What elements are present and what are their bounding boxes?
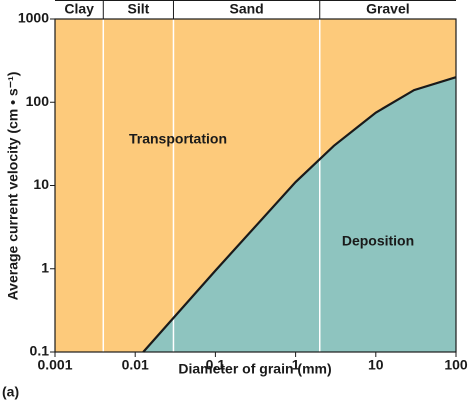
- size-class-label: Silt: [127, 1, 149, 17]
- y-axis-label: Average current velocity (cm • s⁻¹): [5, 72, 21, 301]
- x-tick-label: 100: [444, 357, 468, 373]
- x-tick-label: 10: [368, 357, 384, 373]
- panel-label: (a): [2, 384, 19, 400]
- y-tick-label: 0.1: [30, 343, 50, 359]
- size-class-label: Clay: [64, 1, 94, 17]
- x-axis-label: Diameter of grain (mm): [178, 361, 331, 377]
- x-tick-label: 1: [292, 357, 300, 373]
- y-tick-label: 100: [26, 93, 50, 109]
- x-tick-label: 0.01: [122, 357, 149, 373]
- size-class-label: Sand: [229, 1, 263, 17]
- y-tick-label: 1: [41, 259, 49, 275]
- x-tick-label: 0.001: [37, 357, 72, 373]
- deposition-region: [143, 77, 456, 352]
- threshold-curve: [142, 76, 457, 353]
- y-tick-label: 1000: [18, 10, 49, 26]
- region-label: Deposition: [342, 233, 414, 249]
- size-class-label: Gravel: [366, 1, 410, 17]
- region-label: Transportation: [129, 131, 227, 147]
- x-tick-label: 0.1: [206, 357, 226, 373]
- y-tick-label: 10: [33, 176, 49, 192]
